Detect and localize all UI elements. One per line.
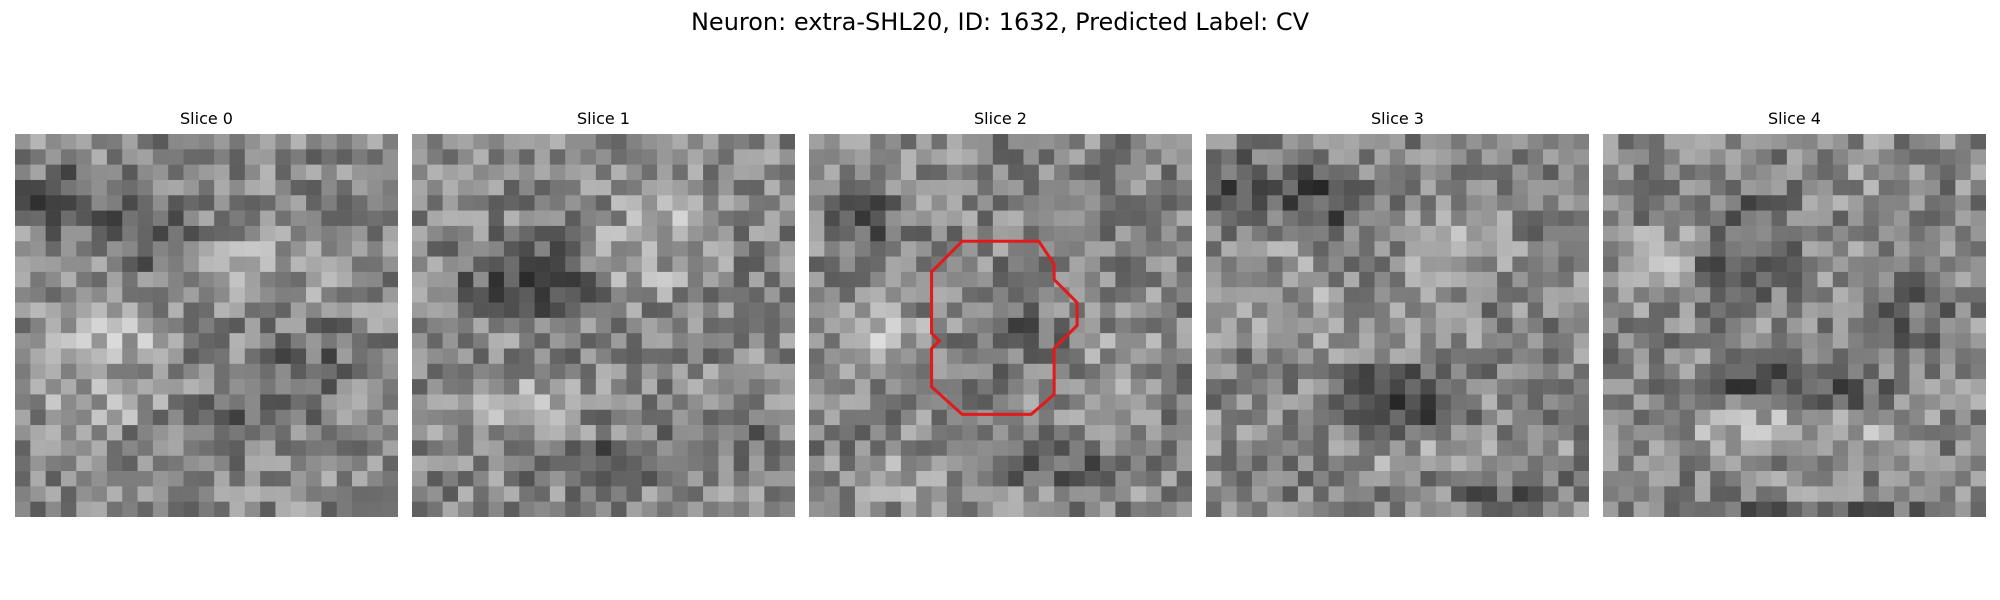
pixel-grid	[809, 134, 1192, 517]
figure-title: Neuron: extra-SHL20, ID: 1632, Predicted…	[690, 8, 1310, 36]
pixel-grid	[15, 134, 398, 517]
slice-title-3: Slice 3	[1371, 109, 1424, 128]
pixel-grid	[1603, 134, 1986, 517]
segmentation-outline	[930, 239, 1079, 416]
slice-title-1: Slice 1	[577, 109, 630, 128]
slice-image-0	[15, 134, 398, 517]
pixel-grid	[1206, 134, 1589, 517]
slice-image-3	[1206, 134, 1589, 517]
slice-image-2	[809, 134, 1192, 517]
slice-image-1	[412, 134, 795, 517]
slice-title-4: Slice 4	[1768, 109, 1821, 128]
slice-image-4	[1603, 134, 1986, 517]
slice-title-0: Slice 0	[180, 109, 233, 128]
slice-title-2: Slice 2	[974, 109, 1027, 128]
pixel-grid	[412, 134, 795, 517]
